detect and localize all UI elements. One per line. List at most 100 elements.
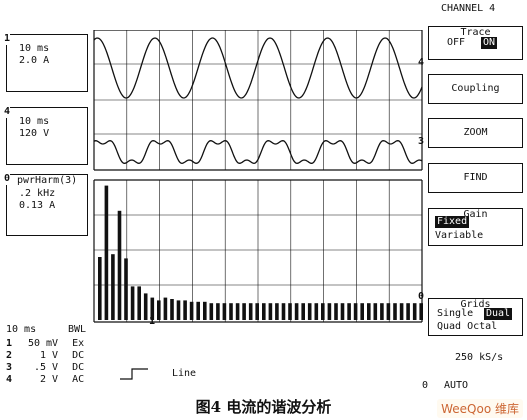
- harmonic-bar: [196, 301, 200, 320]
- grids-single-option[interactable]: Single: [437, 308, 474, 319]
- harmonic-bar: [111, 254, 115, 320]
- current-waveform: [93, 37, 423, 99]
- trace-marker-right-2: 3: [418, 136, 425, 147]
- sample-rate: 250 kS/s: [455, 352, 504, 363]
- bwl-readout: BWL: [68, 324, 87, 335]
- grids-dual-option[interactable]: Dual: [484, 308, 513, 320]
- setting-ch-number: 3: [6, 362, 13, 373]
- watermark: WeeQoo 维库: [437, 399, 523, 418]
- gain-fixed-option[interactable]: Fixed: [435, 216, 470, 228]
- harmonic-bar: [242, 303, 246, 320]
- channel-settings-row: 1 50 mV Ex: [6, 338, 84, 350]
- harmonic-bar: [150, 297, 155, 320]
- auto-marker: 0: [422, 380, 429, 391]
- harmonic-bar: [255, 303, 259, 320]
- setting-ch-value: 50 mV: [27, 338, 59, 349]
- harmonic-bar: [248, 303, 253, 320]
- harmonic-bar: [137, 286, 141, 320]
- harmonic-bar: [314, 303, 319, 320]
- trace-on-option[interactable]: ON: [481, 37, 498, 49]
- harmonic-bar: [98, 257, 102, 320]
- harmonic-bar: [189, 301, 194, 320]
- harmonic-bar: [117, 210, 122, 320]
- timebase-readout: 10 ms: [6, 324, 37, 335]
- setting-ch-coupling: DC: [72, 362, 85, 373]
- harmonic-bar: [216, 303, 220, 320]
- grids-title: Grids: [458, 299, 493, 310]
- channel-settings-row: 3 .5 V DC: [6, 362, 84, 374]
- harmonic-bar: [262, 303, 266, 320]
- trace-group: Trace OFF ON: [428, 26, 523, 60]
- harmonic-bar: [373, 303, 378, 320]
- harmonic-bar: [281, 303, 286, 320]
- math-channel-box[interactable]: 0 pwrHarm(3) .2 kHz 0.13 A: [4, 173, 88, 236]
- setting-ch-number: 2: [6, 350, 13, 361]
- harmonic-bar: [380, 303, 384, 320]
- harmonic-bar: [301, 303, 305, 320]
- setting-ch-number: 4: [6, 374, 13, 385]
- channel-1-timebase: 10 ms: [19, 43, 50, 54]
- harmonic-bar: [412, 303, 417, 320]
- math-timebase: .2 kHz: [19, 188, 56, 199]
- zoom-button[interactable]: ZOOM: [428, 118, 523, 148]
- harmonic-bar: [124, 258, 128, 320]
- harmonic-bar: [235, 303, 240, 320]
- trigger-mode-auto[interactable]: AUTO: [444, 380, 469, 391]
- harmonic-bar: [334, 303, 338, 320]
- harmonic-bar: [143, 293, 148, 320]
- harmonic-bar: [386, 303, 391, 320]
- trigger-edge-icon: [120, 368, 148, 380]
- setting-ch-coupling: DC: [72, 350, 85, 361]
- harmonic-bar: [130, 286, 135, 320]
- channel-settings-row: 2 1 V DC: [6, 350, 84, 362]
- coupling-button[interactable]: Coupling: [428, 74, 523, 104]
- harmonic-bar: [321, 303, 325, 320]
- scope-grid: [93, 30, 423, 323]
- channel-1-box[interactable]: 1 10 ms 2.0 A: [4, 33, 88, 92]
- trace-off-option[interactable]: OFF: [447, 37, 466, 48]
- setting-ch-value: .5 V: [33, 362, 59, 373]
- harmonic-bar: [399, 303, 404, 320]
- trace-title: Trace: [458, 27, 493, 38]
- setting-ch-number: 1: [6, 338, 13, 349]
- channel-1-number: 1: [4, 33, 11, 45]
- trace-marker-right-3: 0: [418, 291, 425, 302]
- find-button[interactable]: FIND: [428, 163, 523, 193]
- gain-group: Gain Fixed Variable: [428, 208, 523, 246]
- math-channel-number: 0: [4, 173, 11, 185]
- harmonic-bar: [367, 303, 371, 320]
- channel-4-scale: 120 V: [19, 128, 50, 139]
- harmonic-bar: [157, 300, 161, 320]
- scope-display: [93, 30, 423, 323]
- channel-title: CHANNEL 4: [441, 3, 496, 14]
- channel-1-scale: 2.0 A: [19, 55, 50, 66]
- harmonic-bar: [229, 303, 233, 320]
- harmonic-bar: [203, 301, 207, 320]
- gain-variable-option[interactable]: Variable: [435, 230, 484, 241]
- setting-ch-value: 1 V: [40, 350, 59, 361]
- cursor-marker[interactable]: 1: [149, 316, 156, 327]
- grids-quad-octal-option[interactable]: Quad Octal: [437, 321, 498, 332]
- setting-ch-coupling: AC: [72, 374, 85, 385]
- harmonic-bar: [294, 303, 299, 320]
- channel-4-box[interactable]: 4 10 ms 120 V: [4, 106, 88, 165]
- harmonic-bar: [163, 297, 168, 320]
- harmonic-bar: [327, 303, 332, 320]
- harmonic-bar: [176, 300, 181, 320]
- harmonic-bar: [406, 303, 410, 320]
- harmonic-bar: [288, 303, 292, 320]
- harmonic-bar: [183, 300, 187, 320]
- setting-ch-value: 2 V: [40, 374, 59, 385]
- gain-title: Gain: [461, 209, 490, 220]
- trace-marker-right-1: 4: [418, 57, 425, 68]
- harmonic-bar: [419, 303, 423, 320]
- channel-4-number: 4: [4, 106, 11, 118]
- harmonic-bar: [393, 303, 397, 320]
- coupling-label: Coupling: [451, 83, 500, 94]
- math-scale: 0.13 A: [19, 200, 56, 211]
- harmonic-bar: [209, 303, 214, 320]
- harmonic-bar: [222, 303, 227, 320]
- harmonic-bar: [340, 303, 345, 320]
- figure-caption: 图4 电流的谐波分析: [195, 398, 332, 416]
- grids-group: Grids Single Dual Quad Octal: [428, 298, 523, 336]
